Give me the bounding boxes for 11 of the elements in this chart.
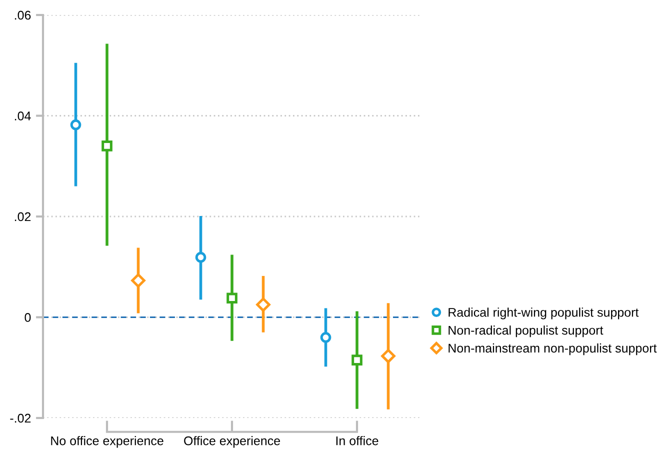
legend-label: Non-radical populist support <box>448 326 604 338</box>
legend-label: Radical right-wing populist support <box>448 308 639 320</box>
y-tick-label: .02 <box>14 212 31 222</box>
y-tick-label: 0 <box>24 313 31 322</box>
x-tick-label: No office experience <box>51 436 164 448</box>
y-tick-label: .06 <box>14 10 31 20</box>
legend-label: Non-mainstream non-populist support <box>448 343 657 356</box>
y-tick-label: .04 <box>14 112 31 120</box>
x-tick-label: In office <box>336 436 378 446</box>
x-tick-label: Office experience <box>184 436 280 448</box>
y-tick-label: -.02 <box>10 414 31 423</box>
